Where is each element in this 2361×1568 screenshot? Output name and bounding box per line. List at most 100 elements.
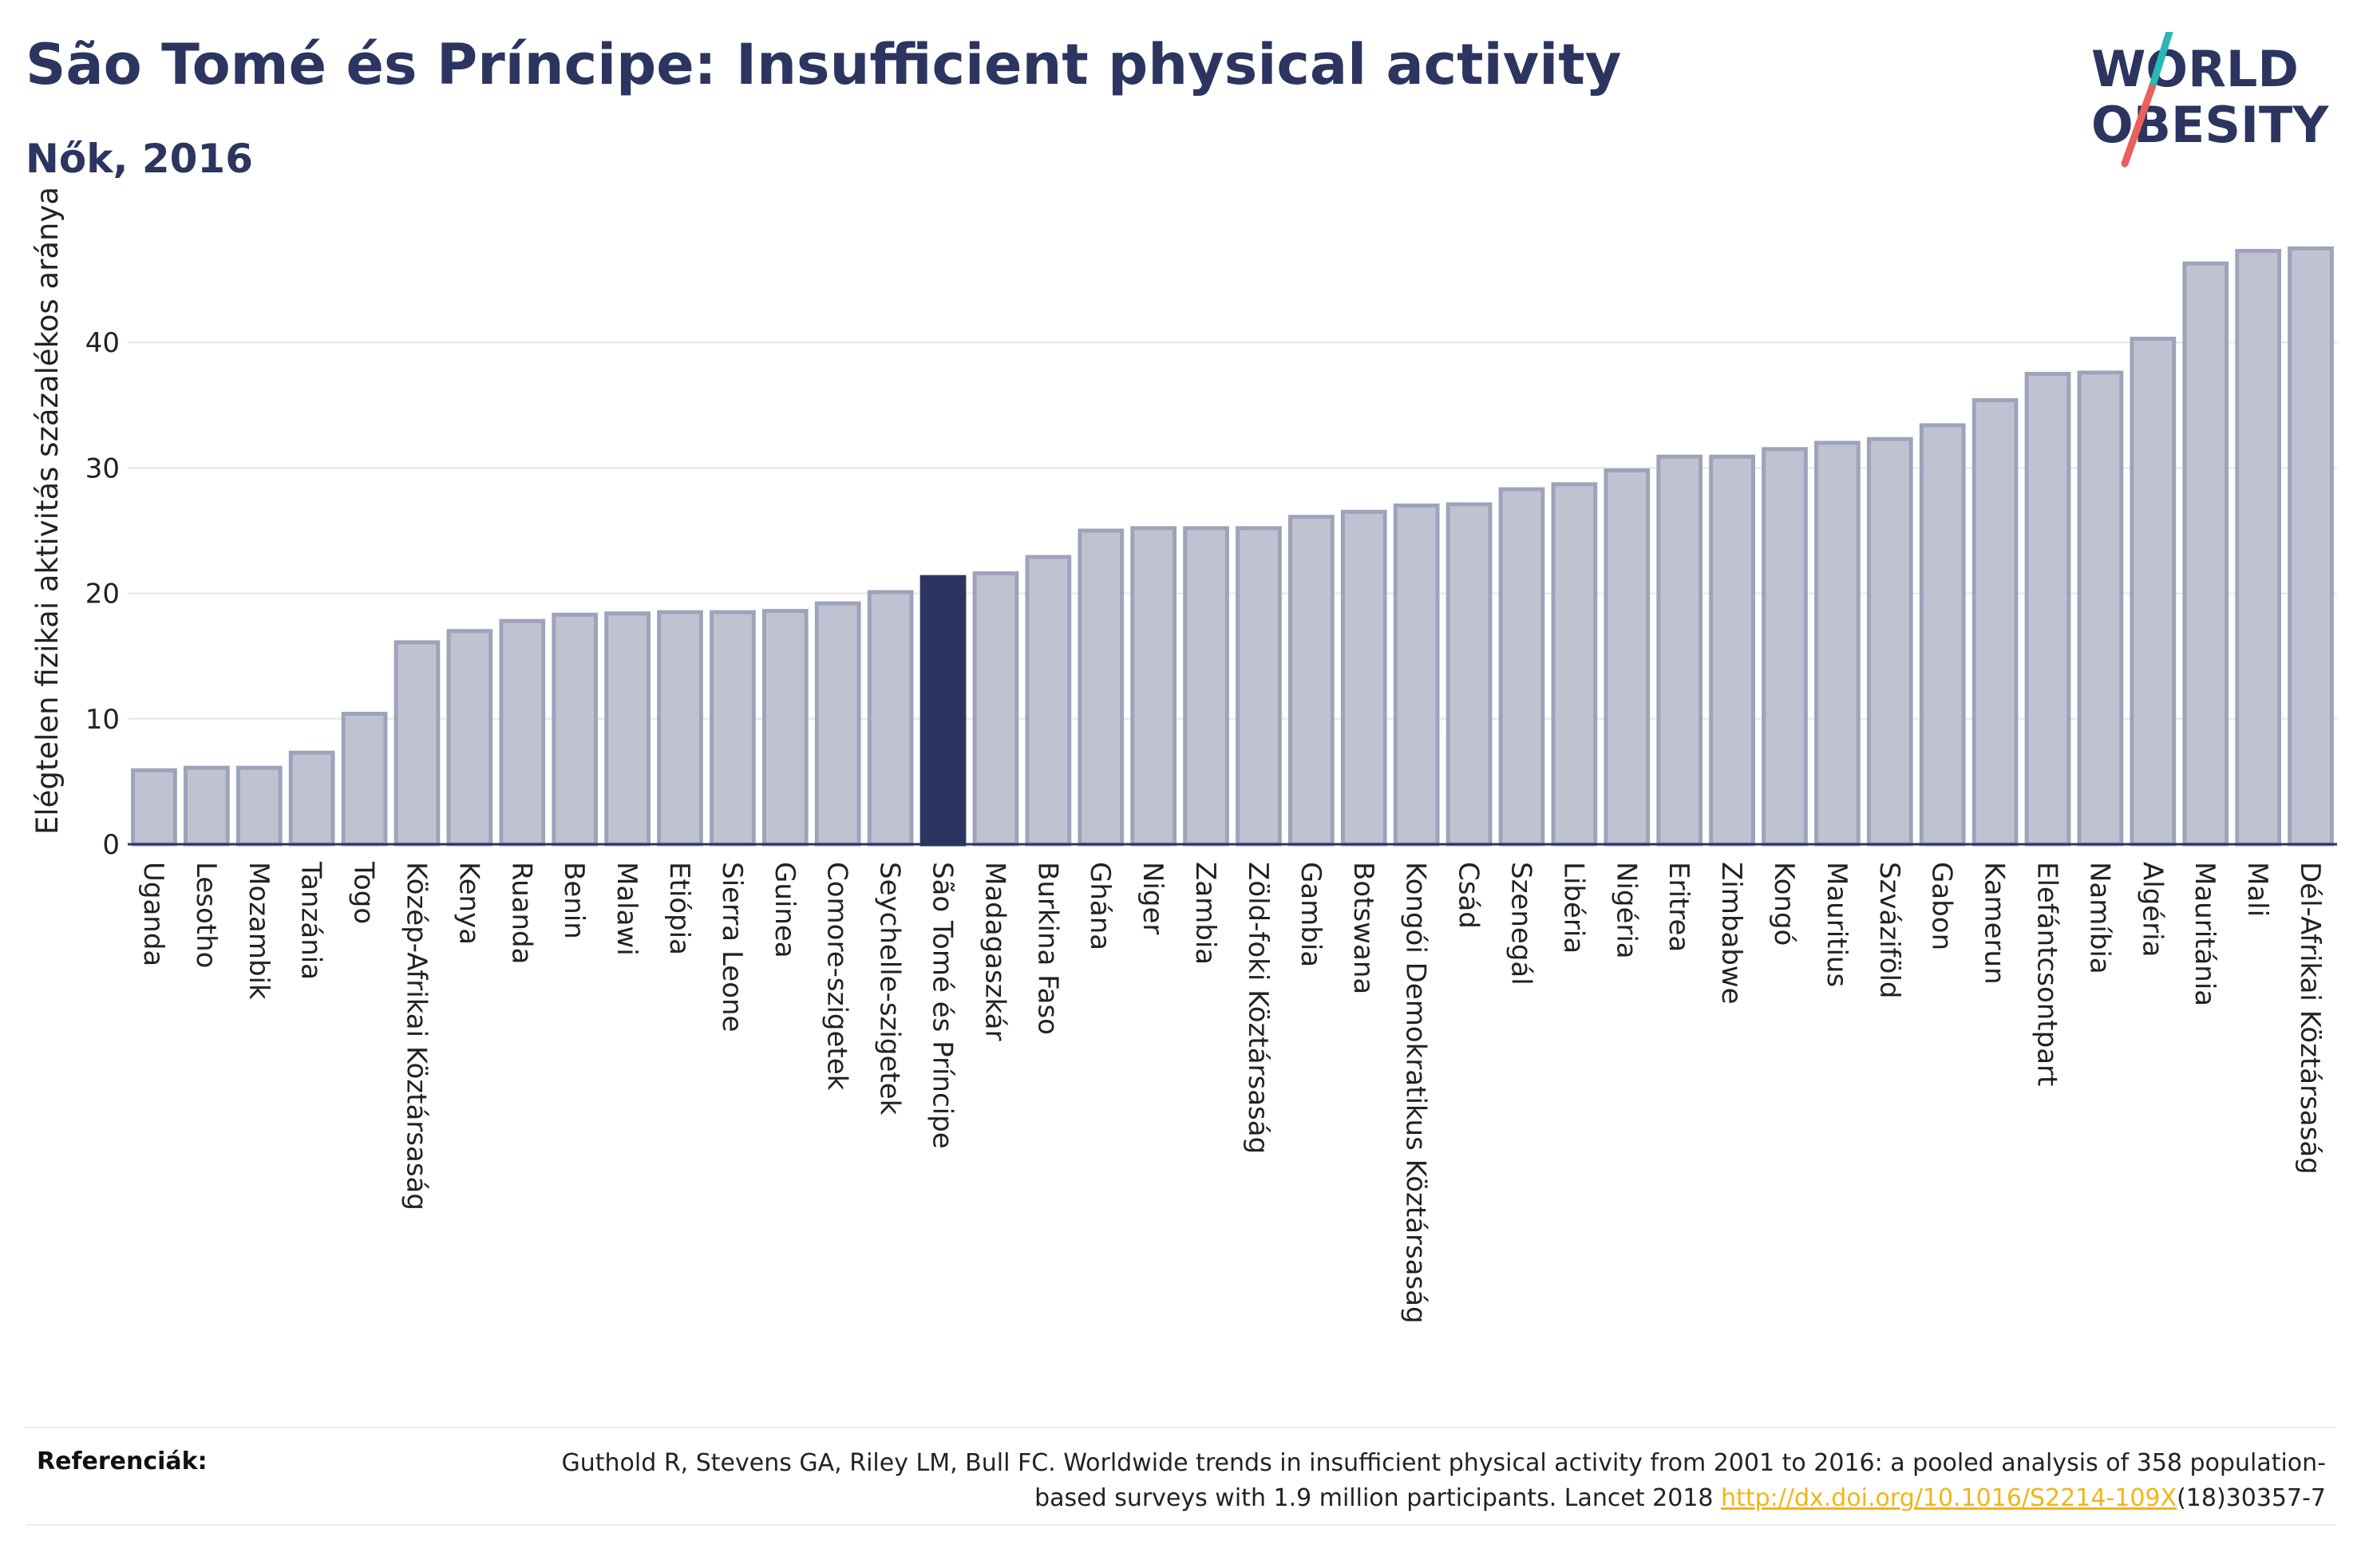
bar: [1498, 487, 1545, 847]
x-tick-label: Malawi: [611, 862, 643, 956]
x-tick-label: Niger: [1137, 862, 1169, 934]
bar: [1025, 555, 1072, 847]
logo-slash-top: [2148, 32, 2173, 92]
bar: [1445, 502, 1493, 847]
x-tick-label: Lesotho: [190, 862, 222, 968]
x-tick-label: Kamerun: [1979, 862, 2011, 985]
bar: [2130, 336, 2177, 847]
x-tick-label: Togo: [348, 861, 380, 924]
bar: [1183, 526, 1229, 847]
x-tick-label: Közép-Afrikai Köztársaság: [400, 862, 432, 1211]
y-axis-ticks: 0 10 20 30 40: [85, 327, 120, 861]
bar-chart: 0 10 20 30 40 Uganda Lesotho Mozambik Tanzánia T…: [30, 187, 2337, 1324]
x-tick-label: Kenya: [453, 862, 484, 945]
x-tick-label: Zimbabwe: [1715, 862, 1747, 1005]
x-tick-label: Mali: [2241, 862, 2273, 917]
x-tick-label: Zambia: [1189, 862, 1221, 965]
bar: [1762, 447, 1808, 847]
x-tick-label: Szváziföld: [1873, 862, 1905, 998]
x-tick-label: Botswana: [1347, 862, 1379, 994]
bar: [2024, 372, 2071, 847]
x-tick-label: Elefántcsontpart: [2031, 862, 2063, 1086]
x-tick-label: Ghána: [1084, 862, 1116, 950]
bar: [1866, 436, 1913, 847]
references-divider-top: [26, 1427, 2336, 1428]
bars: [131, 246, 2334, 847]
x-axis-labels: Uganda Lesotho Mozambik Tanzánia Togo Közép-A…: [137, 861, 2326, 1324]
bar: [1604, 468, 1651, 847]
x-tick-label: Madagaszkár: [979, 862, 1010, 1041]
references-text: Guthold R, Stevens GA, Riley LM, Bull FC…: [530, 1446, 2326, 1516]
x-tick-label: Uganda: [137, 862, 169, 966]
x-tick-label: Kongó: [1768, 862, 1800, 946]
bar: [867, 590, 914, 847]
bar: [2288, 246, 2334, 847]
y-tick-label: 10: [85, 704, 120, 736]
bar: [499, 618, 546, 847]
x-tick-label: Seychelle-szigetek: [874, 862, 906, 1116]
references-divider-bottom: [26, 1524, 2336, 1526]
bar: [183, 765, 230, 847]
references-citation: Guthold R, Stevens GA, Riley LM, Bull FC…: [561, 1449, 2326, 1512]
y-tick-label: 40: [85, 327, 120, 359]
bar: [1078, 528, 1125, 847]
x-tick-label: Dél-Afrikai Köztársaság: [2294, 862, 2326, 1175]
bar: [1971, 398, 2019, 847]
x-tick-label: Kongói Demokratikus Köztársaság: [1400, 862, 1432, 1324]
x-tick-label: Mozambik: [243, 862, 275, 1000]
bar: [1236, 526, 1282, 847]
references-citation-suffix: (18)30357-7: [2177, 1484, 2326, 1512]
world-obesity-logo: WORLD OBESITY: [2091, 32, 2329, 168]
x-tick-label: Etiópia: [663, 862, 695, 955]
bar: [1287, 515, 1335, 847]
x-tick-label: Mauritánia: [2189, 862, 2221, 1006]
x-tick-label: Burkina Faso: [1031, 862, 1063, 1035]
bar: [972, 571, 1019, 847]
x-tick-label: São Tomé és Príncipe: [927, 862, 959, 1149]
bar: [761, 609, 809, 847]
gridlines: [128, 342, 2337, 720]
bar: [1551, 482, 1598, 847]
bar: [1709, 454, 1755, 847]
bar: [710, 610, 756, 847]
bar: [604, 611, 651, 847]
x-tick-label: Csád: [1453, 862, 1485, 929]
bar: [1130, 526, 1177, 847]
x-tick-label: Comore-szigetek: [821, 862, 853, 1091]
x-tick-label: Tanzánia: [295, 861, 327, 980]
x-tick-label: Mauritius: [1821, 862, 1853, 987]
x-tick-label: Szenegál: [1505, 862, 1536, 985]
bar: [235, 765, 283, 847]
y-tick-label: 0: [102, 829, 120, 861]
bar: [131, 768, 177, 847]
x-tick-label: Algéria: [2136, 862, 2168, 957]
bar-highlighted: [919, 575, 967, 847]
x-tick-label: Libéria: [1557, 862, 1589, 954]
x-tick-label: Gambia: [1295, 862, 1327, 967]
bar: [657, 610, 703, 847]
bar: [1919, 423, 1966, 847]
bar: [446, 629, 493, 847]
x-tick-label: Nigéria: [1610, 862, 1642, 959]
references-label: Referenciák:: [37, 1448, 208, 1475]
bar: [394, 640, 441, 847]
x-tick-label: Zöld-foki Köztársaság: [1242, 862, 1274, 1154]
bar: [814, 601, 861, 847]
bar: [2235, 248, 2282, 847]
bar: [1656, 454, 1703, 847]
references-doi-link[interactable]: http://dx.doi.org/10.1016/S2214-109X: [1721, 1484, 2177, 1512]
chart-subtitle: Nők, 2016: [26, 136, 254, 182]
logo-line1: WORLD: [2091, 40, 2299, 98]
logo-slash-bottom: [2121, 84, 2156, 168]
bar: [1340, 509, 1387, 847]
x-tick-label: Ruanda: [505, 862, 537, 964]
y-tick-label: 30: [85, 452, 120, 484]
x-tick-label: Guinea: [769, 862, 801, 958]
x-tick-label: Eritrea: [1663, 862, 1695, 952]
bar: [341, 712, 388, 847]
bar: [2077, 370, 2124, 847]
bar: [1814, 440, 1861, 847]
bar: [1393, 504, 1440, 847]
y-axis-title: Elégtelen fizikai aktivitás százalékos a…: [30, 187, 65, 835]
x-tick-label: Sierra Leone: [716, 862, 748, 1032]
